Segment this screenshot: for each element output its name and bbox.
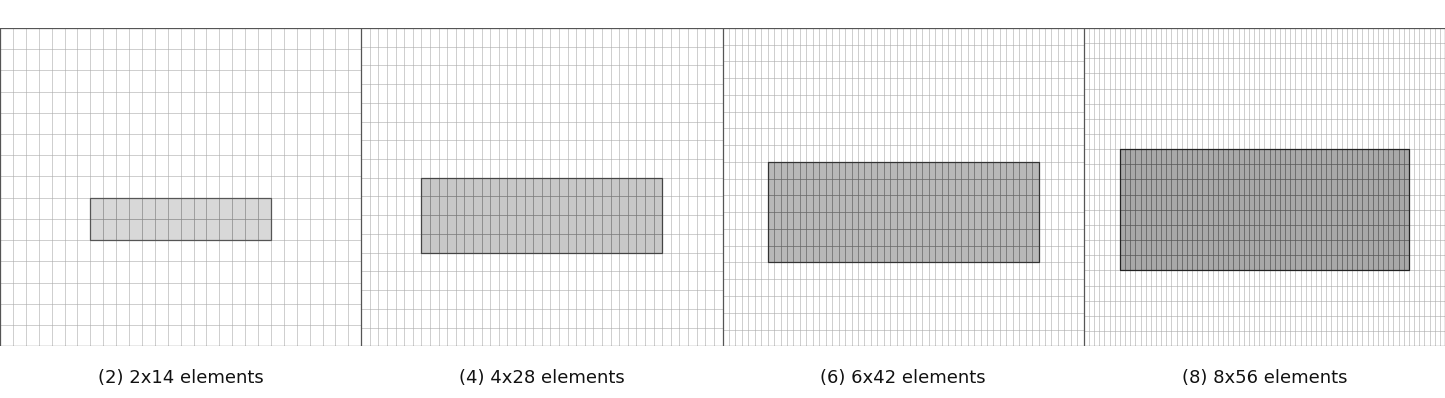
Bar [90,198,272,240]
Bar [1120,149,1409,271]
Bar [422,178,662,253]
Bar [90,198,272,240]
Text: (2) 2x14 elements: (2) 2x14 elements [98,369,263,387]
Text: (4) 4x28 elements: (4) 4x28 elements [460,369,624,387]
Bar [767,162,1039,262]
Bar [1120,149,1409,271]
Bar [767,162,1039,262]
Text: (8) 8x56 elements: (8) 8x56 elements [1182,369,1347,387]
Bar [422,178,662,253]
Text: (6) 6x42 elements: (6) 6x42 elements [821,369,985,387]
